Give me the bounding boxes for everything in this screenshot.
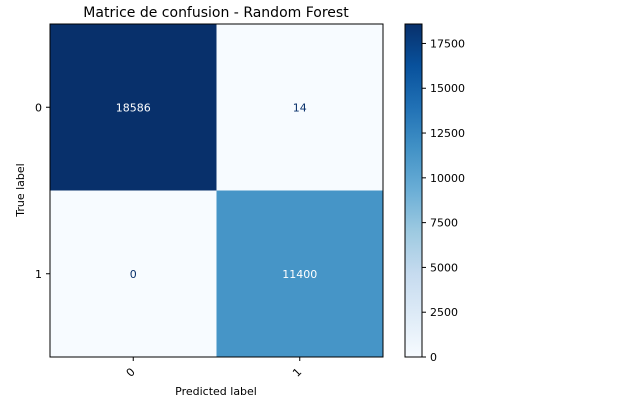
- heatmap-cell: [50, 190, 217, 357]
- colorbar-ticks: 0 2500 5000 7500 10000 12500 15000 17500: [422, 37, 465, 364]
- y-tick-label: 1: [35, 268, 42, 281]
- x-tick-label: 1: [290, 365, 304, 379]
- chart-title: Matrice de confusion - Random Forest: [83, 5, 349, 21]
- x-axis-label: Predicted label: [175, 385, 257, 398]
- colorbar: [404, 23, 423, 358]
- plot-frame: [49, 23, 384, 358]
- colorbar-tick-label: 5000: [430, 261, 458, 274]
- y-axis-ticks: 01: [35, 101, 50, 281]
- heatmap-cell: [216, 24, 383, 191]
- heatmap-cells: [50, 24, 383, 357]
- cell-value-label: 11400: [282, 268, 317, 281]
- y-axis-label: True label: [14, 163, 27, 217]
- colorbar-tick-label: 2500: [430, 306, 458, 319]
- cell-value-label: 18586: [116, 101, 151, 114]
- colorbar-tick-label: 17500: [430, 37, 465, 50]
- colorbar-tick-label: 10000: [430, 172, 465, 185]
- cell-value-label: 14: [293, 101, 307, 114]
- cell-value-label: 0: [130, 268, 137, 281]
- colorbar-tick-label: 15000: [430, 82, 465, 95]
- colorbar-tick-label: 12500: [430, 127, 465, 140]
- colorbar-tick-label: 7500: [430, 217, 458, 230]
- x-tick-label: 0: [124, 365, 138, 379]
- cell-value-labels: 18586 14 0 11400: [116, 101, 318, 281]
- heatmap-cell: [50, 24, 217, 191]
- heatmap-cell: [216, 190, 383, 357]
- colorbar-tick-label: 0: [430, 351, 437, 364]
- y-tick-label: 0: [35, 101, 42, 114]
